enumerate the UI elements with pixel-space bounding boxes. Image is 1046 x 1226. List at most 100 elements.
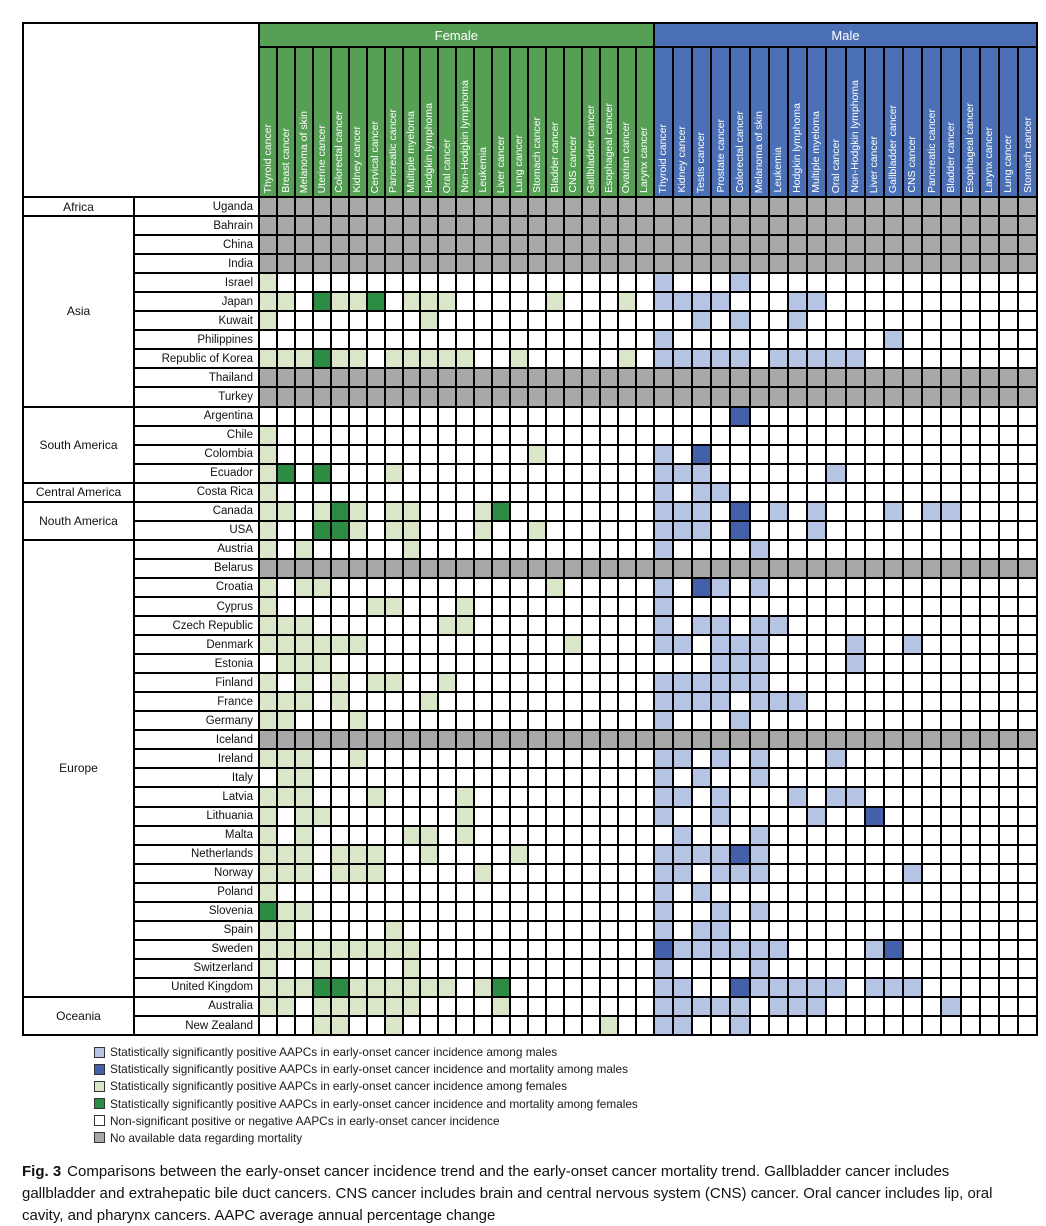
grid-cell: [693, 845, 711, 863]
grid-cell: [827, 940, 845, 958]
grid-cell: [367, 293, 384, 311]
grid-cell: [421, 864, 438, 882]
grid-cell: [313, 521, 330, 539]
grid-cell: [1000, 750, 1018, 768]
grid-cell: [961, 712, 979, 730]
grid-cell: [693, 597, 711, 616]
grid-cell: [403, 198, 420, 216]
grid-cell: [331, 750, 348, 768]
grid-cell: [923, 826, 941, 844]
grid-cell: [475, 350, 492, 368]
grid-cell: [618, 674, 635, 692]
grid-cell: [731, 864, 749, 882]
grid-cell: [385, 655, 402, 673]
grid-cell: [529, 997, 545, 1016]
grid-cell: [961, 312, 979, 330]
grid-cell: [349, 331, 366, 349]
grid-cell: [367, 540, 384, 558]
grid-cell: [295, 655, 312, 673]
grid-cell: [511, 674, 528, 692]
grid-cell: [260, 1017, 276, 1035]
grid-cell: [547, 1017, 563, 1035]
grid-cell: [673, 1017, 691, 1035]
grid-cell: [367, 559, 384, 577]
grid-cell: [403, 274, 420, 292]
grid-cell: [331, 978, 348, 996]
grid-cell: [750, 978, 768, 996]
column-header-label: Oral cancer: [441, 138, 454, 193]
grid-cell: [884, 978, 903, 996]
grid-cell: [547, 350, 563, 368]
grid-cell: [884, 788, 903, 806]
grid-cell: [475, 617, 492, 635]
grid-cell: [295, 674, 312, 692]
grid-cell: [493, 674, 510, 692]
column-header-label: Cervical cancer: [369, 120, 382, 193]
grid-cell: [367, 674, 384, 692]
grid-cell: [618, 921, 635, 939]
grid-cell: [564, 655, 581, 673]
grid-cell: [277, 978, 294, 996]
grid-cell: [313, 198, 330, 216]
grid-cell: [788, 293, 807, 311]
grid-cell: [385, 559, 402, 577]
grid-cell: [564, 712, 581, 730]
grid-cell: [277, 674, 294, 692]
grid-cell: [636, 845, 653, 863]
grid-cell: [421, 1017, 438, 1035]
grid-cell: [331, 902, 348, 920]
grid-cell: [421, 464, 438, 482]
grid-cell: [654, 693, 672, 711]
grid-cell: [961, 521, 979, 539]
column-header-male: Multiple myeloma: [808, 48, 826, 196]
grid-cell: [385, 293, 402, 311]
grid-cell: [331, 597, 348, 616]
grid-cell: [582, 769, 599, 787]
country-label: India: [135, 255, 258, 273]
grid-cell: [618, 331, 635, 349]
grid-cell: [582, 978, 599, 996]
grid-cell: [582, 864, 599, 882]
grid-cell: [564, 312, 581, 330]
grid-cell: [654, 350, 672, 368]
grid-cell: [277, 464, 294, 482]
grid-cell: [865, 464, 883, 482]
grid-cell: [511, 502, 528, 520]
grid-cell: [808, 617, 826, 635]
grid-cell: [1019, 807, 1037, 825]
grid-cell: [295, 464, 312, 482]
grid-cell: [731, 807, 749, 825]
grid-cell: [313, 350, 330, 368]
grid-cell: [564, 636, 581, 654]
grid-cell: [865, 921, 883, 939]
grid-cell: [600, 464, 617, 482]
grid-cell: [636, 293, 653, 311]
grid-cell: [884, 236, 903, 254]
grid-cell: [865, 1017, 883, 1035]
grid-cell: [277, 788, 294, 806]
grid-cell: [295, 540, 312, 558]
grid-cell: [439, 1017, 456, 1035]
grid-cell: [295, 997, 312, 1016]
grid-cell: [260, 693, 276, 711]
grid-cell: [636, 540, 653, 558]
grid-cell: [403, 807, 420, 825]
grid-cell: [1019, 921, 1037, 939]
grid-cell: [331, 578, 348, 596]
grid-cell: [457, 636, 474, 654]
grid-cell: [923, 597, 941, 616]
grid-cell: [403, 693, 420, 711]
grid-cell: [923, 902, 941, 920]
country-label: Malta: [135, 826, 258, 844]
grid-cell: [385, 236, 402, 254]
grid-cell: [1019, 198, 1037, 216]
grid-cell: [980, 388, 998, 406]
grid-cell: [961, 997, 979, 1016]
grid-cell: [529, 902, 545, 920]
grid-cell: [511, 712, 528, 730]
grid-cell: [529, 198, 545, 216]
grid-cell: [421, 331, 438, 349]
grid-cell: [904, 464, 922, 482]
grid-cell: [564, 1017, 581, 1035]
grid-cell: [564, 502, 581, 520]
